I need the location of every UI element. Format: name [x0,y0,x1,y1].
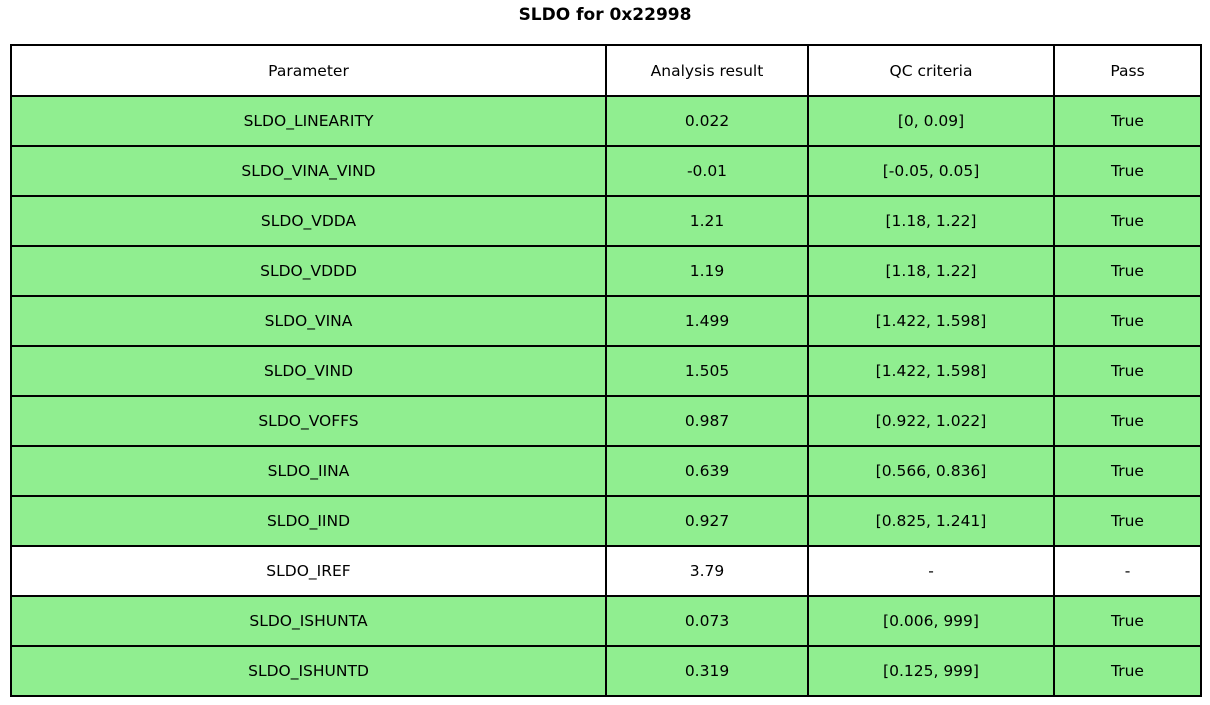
qc-criteria-cell: [1.422, 1.598] [807,295,1055,347]
qc-criteria-cell: [0.825, 1.241] [807,495,1055,547]
table-row: SLDO_ISHUNTA 0.073 [0.006, 999] True [10,595,1202,647]
page-title: SLDO for 0x22998 [518,5,692,25]
table-row: SLDO_IIND 0.927 [0.825, 1.241] True [10,495,1202,547]
pass-cell: True [1053,145,1202,197]
pass-cell: True [1053,445,1202,497]
pass-cell: True [1053,395,1202,447]
header-cell-qc-criteria: QC criteria [807,44,1055,97]
table-row: SLDO_VDDD 1.19 [1.18, 1.22] True [10,245,1202,297]
parameter-cell: SLDO_VINA [10,295,607,347]
qc-criteria-cell: [0.006, 999] [807,595,1055,647]
parameter-cell: SLDO_VOFFS [10,395,607,447]
pass-cell: True [1053,495,1202,547]
parameter-cell: SLDO_VDDA [10,195,607,247]
table-row: SLDO_IREF 3.79- - [10,545,1202,597]
analysis-result-cell: 0.073 [605,595,809,647]
header-cell-parameter: Parameter [10,44,607,97]
analysis-result-cell: 1.21 [605,195,809,247]
analysis-result-cell: 1.499 [605,295,809,347]
parameter-cell: SLDO_ISHUNTA [10,595,607,647]
pass-cell: True [1053,595,1202,647]
parameter-cell: SLDO_VINA_VIND [10,145,607,197]
header-cell-analysis-result: Analysis result [605,44,809,97]
table-row: SLDO_ISHUNTD 0.319 [0.125, 999] True [10,645,1202,697]
pass-cell: - [1053,545,1202,597]
parameter-cell: SLDO_ISHUNTD [10,645,607,697]
table-header-row: Parameter Analysis result QC criteria Pa… [10,44,1202,97]
parameter-cell: SLDO_IINA [10,445,607,497]
analysis-result-cell: 1.19 [605,245,809,297]
qc-criteria-cell: [0, 0.09] [807,95,1055,147]
table-row: SLDO_VDDA 1.21 [1.18, 1.22] True [10,195,1202,247]
qc-criteria-cell: [0.566, 0.836] [807,445,1055,497]
parameter-cell: SLDO_VDDD [10,245,607,297]
table-row: SLDO_LINEARITY 0.022 [0, 0.09] True [10,95,1202,147]
parameter-cell: SLDO_IIND [10,495,607,547]
qc-criteria-cell: [0.125, 999] [807,645,1055,697]
analysis-result-cell: 0.927 [605,495,809,547]
analysis-result-cell: 0.319 [605,645,809,697]
analysis-result-cell: 3.79 [605,545,809,597]
table-row: SLDO_VINA_VIND -0.01 [-0.05, 0.05] True [10,145,1202,197]
qc-criteria-cell: [1.18, 1.22] [807,245,1055,297]
qc-criteria-cell: - [807,545,1055,597]
pass-cell: True [1053,345,1202,397]
qc-criteria-cell: [1.18, 1.22] [807,195,1055,247]
table-row: SLDO_VOFFS 0.987 [0.922, 1.022] True [10,395,1202,447]
parameter-cell: SLDO_IREF [10,545,607,597]
analysis-result-cell: -0.01 [605,145,809,197]
parameter-cell: SLDO_LINEARITY [10,95,607,147]
table-row: SLDO_VINA 1.499 [1.422, 1.598] True [10,295,1202,347]
pass-cell: True [1053,195,1202,247]
results-table: Parameter Analysis result QC criteria Pa… [10,44,1202,697]
pass-cell: True [1053,245,1202,297]
analysis-result-cell: 0.987 [605,395,809,447]
table-row: SLDO_IINA 0.639 [0.566, 0.836] True [10,445,1202,497]
analysis-result-cell: 0.639 [605,445,809,497]
table-row: SLDO_VIND 1.505 [1.422, 1.598] True [10,345,1202,397]
qc-criteria-cell: [1.422, 1.598] [807,345,1055,397]
analysis-result-cell: 1.505 [605,345,809,397]
parameter-cell: SLDO_VIND [10,345,607,397]
qc-criteria-cell: [0.922, 1.022] [807,395,1055,447]
table-body: SLDO_LINEARITY 0.022 [0, 0.09] True SLDO_VIN… [10,95,1202,697]
pass-cell: True [1053,645,1202,697]
qc-criteria-cell: [-0.05, 0.05] [807,145,1055,197]
pass-cell: True [1053,95,1202,147]
analysis-result-cell: 0.022 [605,95,809,147]
header-cell-pass: Pass [1053,44,1202,97]
pass-cell: True [1053,295,1202,347]
